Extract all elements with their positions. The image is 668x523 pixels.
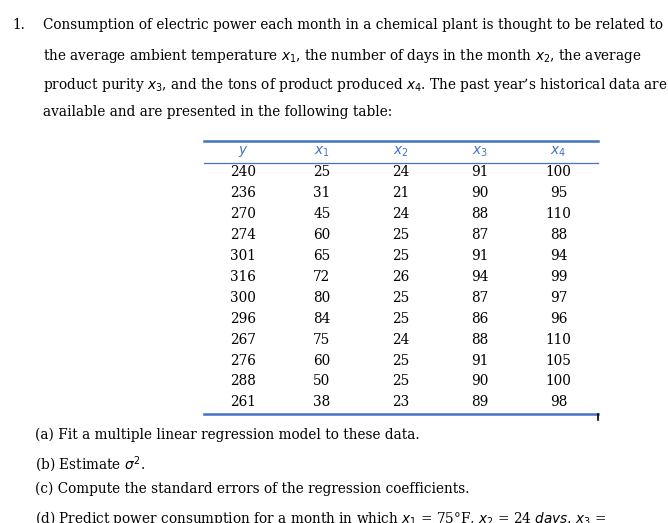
Text: 91: 91 (471, 249, 488, 263)
Text: 24: 24 (392, 165, 409, 179)
Text: 91: 91 (471, 354, 488, 368)
Text: 23: 23 (392, 395, 409, 410)
Text: 25: 25 (392, 312, 409, 326)
Text: 86: 86 (471, 312, 488, 326)
Text: (a) Fit a multiple linear regression model to these data.: (a) Fit a multiple linear regression mod… (35, 427, 420, 442)
Text: 38: 38 (313, 395, 331, 410)
Text: 72: 72 (313, 270, 331, 284)
Text: (b) Estimate $\sigma^2$.: (b) Estimate $\sigma^2$. (35, 454, 145, 475)
Text: 25: 25 (392, 228, 409, 242)
Text: 24: 24 (392, 207, 409, 221)
Text: 26: 26 (392, 270, 409, 284)
Text: 1.: 1. (12, 18, 25, 32)
Text: 99: 99 (550, 270, 567, 284)
Text: 89: 89 (471, 395, 488, 410)
Text: 110: 110 (546, 333, 571, 347)
Text: 236: 236 (230, 186, 256, 200)
Text: 100: 100 (546, 374, 571, 389)
Text: 274: 274 (230, 228, 256, 242)
Text: 80: 80 (313, 291, 331, 305)
Text: 301: 301 (230, 249, 256, 263)
Text: 25: 25 (392, 354, 409, 368)
Text: $x_3$: $x_3$ (472, 144, 488, 159)
Text: available and are presented in the following table:: available and are presented in the follo… (43, 105, 393, 119)
Text: 267: 267 (230, 333, 256, 347)
Text: 110: 110 (546, 207, 571, 221)
Text: 96: 96 (550, 312, 567, 326)
Text: 25: 25 (313, 165, 331, 179)
Text: 25: 25 (392, 249, 409, 263)
Text: (d) Predict power consumption for a month in which $x_1$ = 75°F, $x_2$ = 24 $day: (d) Predict power consumption for a mont… (35, 509, 606, 523)
Text: 94: 94 (471, 270, 488, 284)
Text: 90: 90 (471, 186, 488, 200)
Text: $y$: $y$ (238, 144, 248, 160)
Text: 94: 94 (550, 249, 567, 263)
Text: 75: 75 (313, 333, 331, 347)
Text: Consumption of electric power each month in a chemical plant is thought to be re: Consumption of electric power each month… (43, 18, 663, 32)
Text: 98: 98 (550, 395, 567, 410)
Text: 21: 21 (392, 186, 409, 200)
Text: 100: 100 (546, 165, 571, 179)
Text: 91: 91 (471, 165, 488, 179)
Text: 261: 261 (230, 395, 256, 410)
Text: 240: 240 (230, 165, 256, 179)
Text: 88: 88 (471, 333, 488, 347)
Text: 300: 300 (230, 291, 256, 305)
Text: 65: 65 (313, 249, 331, 263)
Text: $x_1$: $x_1$ (314, 144, 330, 159)
Text: 97: 97 (550, 291, 567, 305)
Text: 316: 316 (230, 270, 256, 284)
Text: 87: 87 (471, 228, 488, 242)
Text: 296: 296 (230, 312, 256, 326)
Text: 270: 270 (230, 207, 256, 221)
Text: 276: 276 (230, 354, 256, 368)
Text: 90: 90 (471, 374, 488, 389)
Text: 45: 45 (313, 207, 331, 221)
Text: 88: 88 (471, 207, 488, 221)
Text: 95: 95 (550, 186, 567, 200)
Text: $x_2$: $x_2$ (393, 144, 409, 159)
Text: 87: 87 (471, 291, 488, 305)
Text: product purity $x_3$, and the tons of product produced $x_4$. The past year’s hi: product purity $x_3$, and the tons of pr… (43, 76, 668, 94)
Text: 88: 88 (550, 228, 567, 242)
Text: 288: 288 (230, 374, 256, 389)
Text: (c) Compute the standard errors of the regression coefficients.: (c) Compute the standard errors of the r… (35, 482, 469, 496)
Text: 60: 60 (313, 354, 331, 368)
Text: $x_4$: $x_4$ (550, 144, 566, 159)
Text: 50: 50 (313, 374, 331, 389)
Text: 25: 25 (392, 291, 409, 305)
Text: 105: 105 (546, 354, 571, 368)
Text: 60: 60 (313, 228, 331, 242)
Text: 25: 25 (392, 374, 409, 389)
Text: 24: 24 (392, 333, 409, 347)
Text: 31: 31 (313, 186, 331, 200)
Text: 84: 84 (313, 312, 331, 326)
Text: the average ambient temperature $x_1$, the number of days in the month $x_2$, th: the average ambient temperature $x_1$, t… (43, 47, 642, 65)
